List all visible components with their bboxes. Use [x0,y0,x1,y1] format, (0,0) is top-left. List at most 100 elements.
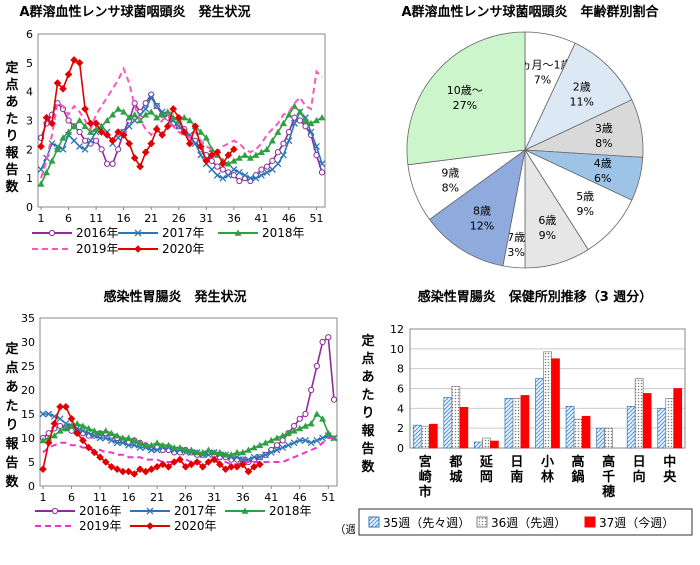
x-tick-label: 16 [117,212,131,225]
legend-entry: 2017年 [130,504,217,518]
data-point [181,463,190,471]
data-point [241,151,249,158]
chart-title: A群溶血性レンサ球菌咽頭炎 年齢群別割合 [401,4,659,20]
data-point [204,446,212,453]
data-point [208,166,216,173]
data-point [48,229,56,237]
x-tick-label: 1 [40,491,47,504]
series-2019年 [40,66,323,179]
data-point [307,119,315,127]
data-point [198,463,207,471]
data-point [193,448,201,456]
pie-slice-percent: 9% [576,205,593,218]
bar [535,378,544,449]
data-point [87,128,95,135]
pie-slice-percent: 9% [539,229,556,242]
data-point [109,111,117,118]
y-axis-label-char: 告 [361,441,374,457]
data-point [250,453,258,461]
category-label-char: 崎 [419,469,432,485]
legend-entry: 2020年 [118,242,205,256]
category-label-char: 岡 [480,470,493,485]
pie-slice [428,149,526,267]
data-point [244,446,252,453]
data-point [48,119,56,128]
category-label-char: 央 [663,469,677,485]
data-point [224,151,233,159]
data-point [114,105,122,112]
data-point [202,134,210,141]
category-label-char: 小 [541,455,554,470]
data-point [103,131,111,139]
data-point [84,443,93,452]
data-point [81,145,89,153]
x-tick-label: 41 [264,491,278,504]
data-point [279,432,287,439]
data-point [256,460,264,469]
data-point [141,148,150,157]
legend-label: 36週（先週） [491,516,566,530]
data-point [216,448,224,456]
data-point [241,507,249,514]
data-point [153,439,161,446]
y-tick-label: 10 [21,432,35,445]
bar [626,405,636,449]
pie-slice-label: 6ヵ月〜1歳 [514,59,572,72]
data-point [131,111,139,118]
y-axis-label-char: 報 [5,436,19,452]
data-point [268,137,276,144]
y-tick-label: 35 [21,312,35,325]
category-label-char: 中 [663,454,676,470]
data-point [257,171,265,179]
data-point [313,142,320,150]
legend-label: 2016年 [79,504,122,518]
data-point [204,458,213,466]
data-point [302,436,309,444]
data-point [274,160,282,168]
data-point [65,117,72,124]
data-point [104,160,111,167]
data-point [169,105,178,113]
pie-slice-label: 2歳 [573,80,591,93]
bar [490,440,499,449]
data-point [85,424,93,432]
bar [657,407,667,449]
data-point [125,114,133,121]
y-axis-label-char: た [5,112,18,127]
data-point [96,429,104,436]
y-axis-label-char: り [361,406,374,421]
data-point [39,410,47,418]
data-point [147,465,156,473]
data-point [199,448,207,456]
y-tick-label: 4 [26,86,33,99]
x-tick-label: 21 [144,212,158,225]
data-point [59,145,67,153]
x-tick-label: 51 [309,212,323,225]
pie-slice-label: 4歳 [594,157,612,170]
data-point [213,148,222,157]
data-point [296,424,304,432]
data-point [56,415,64,423]
bar [634,378,644,449]
data-point [176,455,184,464]
data-point [76,142,84,150]
data-point [233,453,241,461]
series-2016年 [37,91,326,185]
data-point [92,119,100,128]
y-axis-label-char: 定 [4,341,18,357]
bar [443,397,453,449]
category-label-char: 鍋 [572,469,585,485]
y-tick-label: 0 [397,442,404,455]
data-point [125,434,133,441]
data-point [258,166,265,173]
data-point [274,128,282,135]
data-point [318,114,326,121]
y-axis-label-char: 定 [360,333,374,349]
data-point [230,145,238,154]
pie-slice-percent: 12% [470,220,494,233]
data-point [302,410,309,418]
data-point [164,463,173,471]
